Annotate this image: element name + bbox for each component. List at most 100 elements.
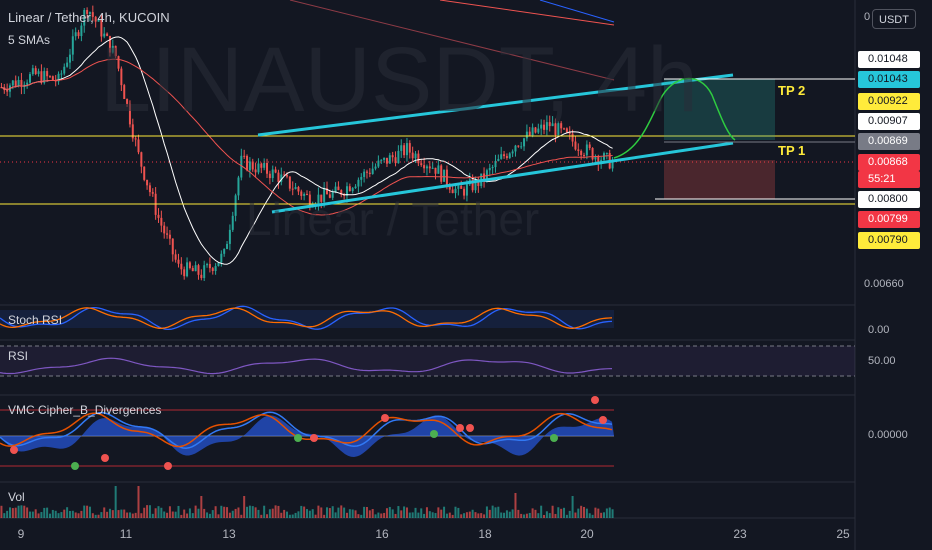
- volume-bar: [240, 514, 243, 518]
- volume-bar: [385, 508, 388, 518]
- candle-body: [63, 66, 66, 74]
- volume-bar: [6, 510, 9, 518]
- candle-body: [180, 263, 183, 270]
- volume-bar: [94, 514, 97, 518]
- vmc-signal-dot: [10, 446, 18, 454]
- volume-bar: [340, 505, 343, 518]
- candle-body: [594, 156, 597, 160]
- candle-body: [6, 90, 9, 92]
- volume-bar: [203, 508, 206, 518]
- volume-bar: [434, 513, 437, 518]
- candle-body: [26, 82, 29, 85]
- volume-bar: [600, 512, 603, 518]
- vmc-signal-dot: [101, 454, 109, 462]
- chart-title[interactable]: Linear / Tether, 4h, KUCOIN: [8, 10, 170, 25]
- candle-body: [91, 12, 94, 17]
- candle-body: [580, 150, 583, 156]
- volume-bar: [571, 496, 574, 518]
- candle-body: [408, 143, 411, 153]
- candle-body: [100, 19, 103, 37]
- volume-bar: [437, 507, 440, 518]
- volume-bar: [540, 505, 543, 518]
- volume-bar: [548, 513, 551, 518]
- candle-body: [551, 123, 554, 127]
- candle-body: [331, 192, 334, 198]
- volume-bar: [485, 506, 488, 518]
- volume-bar: [111, 510, 114, 518]
- volume-bar: [428, 511, 431, 518]
- watermark-symbol: LINAUSDT, 4h: [100, 29, 699, 131]
- candle-body: [254, 169, 257, 173]
- rsi-title[interactable]: RSI: [8, 349, 29, 363]
- volume-bar: [317, 505, 320, 518]
- candle-body: [543, 124, 546, 130]
- candle-body: [137, 139, 140, 153]
- volume-bar: [460, 514, 463, 518]
- volume-bar: [274, 505, 277, 518]
- volume-bar: [194, 505, 197, 518]
- volume-bar: [505, 510, 508, 518]
- candle-body: [283, 174, 286, 176]
- volume-bar: [411, 512, 414, 518]
- candle-body: [365, 171, 368, 173]
- candle-body: [260, 163, 263, 168]
- volume-bar: [483, 514, 486, 518]
- candle-body: [403, 145, 406, 156]
- candle-body: [126, 99, 129, 104]
- volume-bar: [417, 512, 420, 518]
- volume-bar: [26, 507, 29, 518]
- countdown-tag: 55:21: [858, 171, 920, 188]
- candle-body: [271, 169, 274, 179]
- candle-body: [394, 157, 397, 164]
- volume-bar: [88, 506, 91, 518]
- candle-body: [160, 217, 163, 226]
- volume-bar: [337, 507, 340, 518]
- volume-bar: [100, 512, 103, 518]
- x-tick-label: 11: [119, 527, 133, 541]
- candle-body: [388, 155, 391, 164]
- volume-bar: [514, 493, 517, 518]
- volume-bar: [368, 510, 371, 518]
- vol-title[interactable]: Vol: [8, 490, 25, 504]
- volume-bar: [477, 513, 480, 518]
- volume-bar: [525, 513, 528, 518]
- candle-body: [248, 161, 251, 171]
- candle-body: [88, 12, 91, 14]
- candle-body: [183, 269, 186, 277]
- candle-body: [277, 172, 280, 182]
- volume-bar: [14, 507, 17, 518]
- volume-bar: [594, 507, 597, 518]
- candle-body: [465, 184, 468, 196]
- volume-bar: [517, 509, 520, 518]
- currency-unit-button[interactable]: USDT: [872, 9, 916, 29]
- candle-body: [57, 73, 60, 82]
- volume-bar: [114, 486, 117, 518]
- indicators-label[interactable]: 5 SMAs: [8, 33, 51, 47]
- candle-body: [514, 145, 517, 152]
- candle-body: [405, 143, 408, 156]
- candle-body: [308, 194, 311, 207]
- volume-bar: [157, 506, 160, 518]
- volume-bar: [383, 512, 386, 518]
- target-tp2-label: TP 2: [778, 83, 806, 98]
- candle-body: [177, 259, 180, 264]
- volume-bar: [17, 505, 20, 518]
- volume-bar: [37, 513, 40, 518]
- candle-body: [371, 168, 374, 174]
- stoch-rsi-title[interactable]: Stoch RSI: [8, 313, 63, 327]
- candle-body: [560, 123, 563, 129]
- volume-bar: [11, 508, 14, 518]
- vmc-title[interactable]: VMC Cipher_B_Divergences: [8, 403, 162, 417]
- candle-body: [306, 193, 308, 195]
- projection-curve: [613, 78, 736, 159]
- x-tick-label: 16: [375, 527, 389, 541]
- volume-bar: [206, 512, 209, 518]
- volume-bar: [214, 506, 217, 518]
- candle-body: [166, 233, 169, 235]
- volume-bar: [323, 514, 326, 518]
- volume-bar: [180, 514, 183, 518]
- volume-bar: [351, 509, 354, 518]
- candle-body: [508, 153, 511, 158]
- volume-bar: [297, 511, 300, 518]
